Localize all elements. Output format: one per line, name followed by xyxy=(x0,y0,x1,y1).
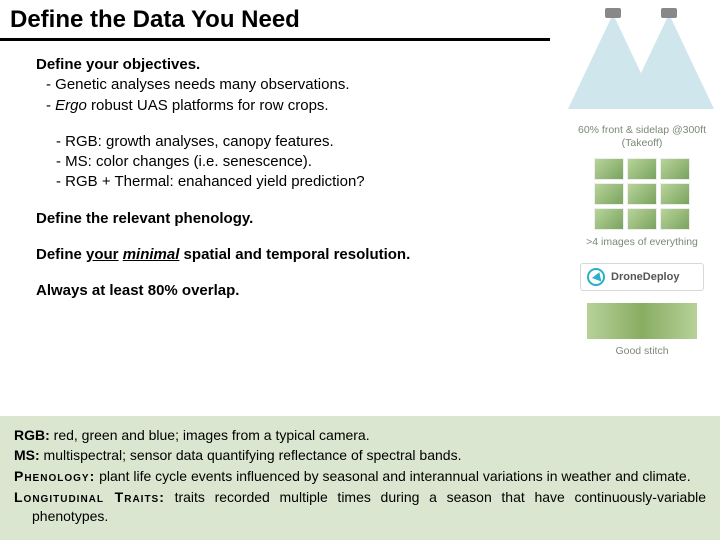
objectives-line1: - Genetic analyses needs many observatio… xyxy=(36,75,540,95)
term-ms: MS: xyxy=(14,447,40,463)
stitch-caption: Good stitch xyxy=(572,345,712,358)
fov-cone-icon xyxy=(624,14,714,109)
resolution-line: Define your minimal spatial and temporal… xyxy=(36,245,540,265)
image-grid-icon xyxy=(594,158,690,230)
side-column: 60% front & sidelap @300ft (Takeoff) >4 … xyxy=(572,8,712,408)
term-rgb: RGB: xyxy=(14,427,50,443)
page-title: Define the Data You Need xyxy=(0,0,550,41)
dronedeploy-icon xyxy=(587,268,605,286)
text: Define xyxy=(36,246,86,263)
text: spatial and temporal resolution. xyxy=(179,246,410,263)
dronedeploy-badge: DroneDeploy xyxy=(580,263,704,291)
objectives-block: Define your objectives. - Genetic analys… xyxy=(36,55,540,116)
term-longitudinal: Longitudinal Traits: xyxy=(14,489,165,505)
ergo: Ergo xyxy=(55,97,87,114)
overlap-caption: 60% front & sidelap @300ft (Takeoff) xyxy=(572,124,712,150)
minimal: minimal xyxy=(123,246,180,263)
dronedeploy-label: DroneDeploy xyxy=(611,271,679,283)
camera-icon xyxy=(661,8,677,18)
sensor-rgb: - RGB: growth analyses, canopy features. xyxy=(56,132,540,152)
images-caption: >4 images of everything xyxy=(572,236,712,249)
objectives-heading: Define your objectives. xyxy=(36,55,540,75)
text: robust UAS platforms for row crops. xyxy=(87,97,329,114)
term-phenology: Phenology: xyxy=(14,468,95,484)
overlap-line: Always at least 80% overlap. xyxy=(36,281,540,301)
main-content: Define your objectives. - Genetic analys… xyxy=(0,41,540,301)
phenology-line: Define the relevant phenology. xyxy=(36,209,540,229)
def-rgb: red, green and blue; images from a typic… xyxy=(50,427,370,443)
def-phenology: plant life cycle events influenced by se… xyxy=(95,468,690,484)
sensors-block: - RGB: growth analyses, canopy features.… xyxy=(36,132,540,193)
glossary-box: RGB: red, green and blue; images from a … xyxy=(0,416,720,540)
text: - xyxy=(46,97,55,114)
def-ms: multispectral; sensor data quantifying r… xyxy=(40,447,462,463)
sensor-ms: - MS: color changes (i.e. senescence). xyxy=(56,152,540,172)
sensor-thermal: - RGB + Thermal: enahanced yield predict… xyxy=(56,172,540,192)
your: your xyxy=(86,246,119,263)
stitch-preview xyxy=(587,303,697,339)
camera-icon xyxy=(605,8,621,18)
objectives-line2: - Ergo robust UAS platforms for row crop… xyxy=(36,96,540,116)
overlap-diagram xyxy=(572,8,712,118)
